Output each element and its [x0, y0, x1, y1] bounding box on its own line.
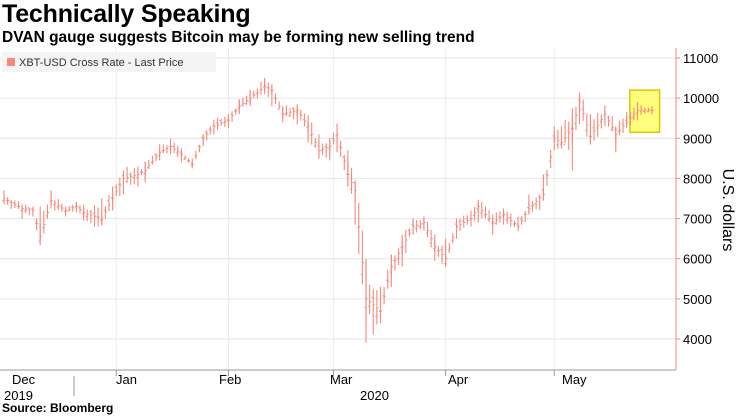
- chart-subtitle: DVAN gauge suggests Bitcoin may be formi…: [2, 29, 475, 46]
- x-month-label: Jan: [116, 372, 137, 387]
- y-tick-label: 5000: [683, 292, 712, 307]
- legend-label: XBT-USD Cross Rate - Last Price: [19, 57, 183, 69]
- month-separators: [115, 48, 555, 370]
- x-month-label: Dec: [12, 372, 36, 387]
- x-year-label: 2019: [4, 388, 33, 400]
- y-tick-label: 8000: [683, 171, 712, 186]
- y-tick-label: 11000: [683, 51, 718, 66]
- x-month-label: Mar: [330, 372, 353, 387]
- y-tick-label: 6000: [683, 252, 712, 267]
- x-month-label: May: [562, 372, 587, 387]
- x-axis-ticks: Dec Jan Feb Mar Apr May 2019 2020: [4, 370, 587, 400]
- y-tick-label: 9000: [683, 131, 712, 146]
- gridlines: [0, 57, 676, 340]
- price-chart: XBT-USD Cross Rate - Last Price 4000 5000…: [0, 48, 736, 400]
- legend-swatch: [7, 58, 15, 66]
- highlight-layer: [629, 89, 661, 134]
- legend-box: [2, 52, 216, 72]
- highlight-box: [629, 89, 661, 134]
- chart-title: Technically Speaking: [2, 0, 251, 28]
- x-month-label: Apr: [448, 372, 469, 387]
- x-year-label: 2020: [360, 388, 389, 400]
- y-tick-label: 4000: [683, 332, 712, 347]
- y-axis-label: U.S. dollars: [719, 169, 736, 252]
- y-tick-label: 7000: [683, 212, 712, 227]
- x-month-label: Feb: [219, 372, 241, 387]
- y-tick-label: 10000: [683, 91, 719, 106]
- y-axis-ticks: 4000 5000 6000 7000 8000 9000 10000 11000: [676, 51, 719, 347]
- source-note: Source: Bloomberg: [2, 401, 114, 415]
- price-bars: [2, 78, 654, 344]
